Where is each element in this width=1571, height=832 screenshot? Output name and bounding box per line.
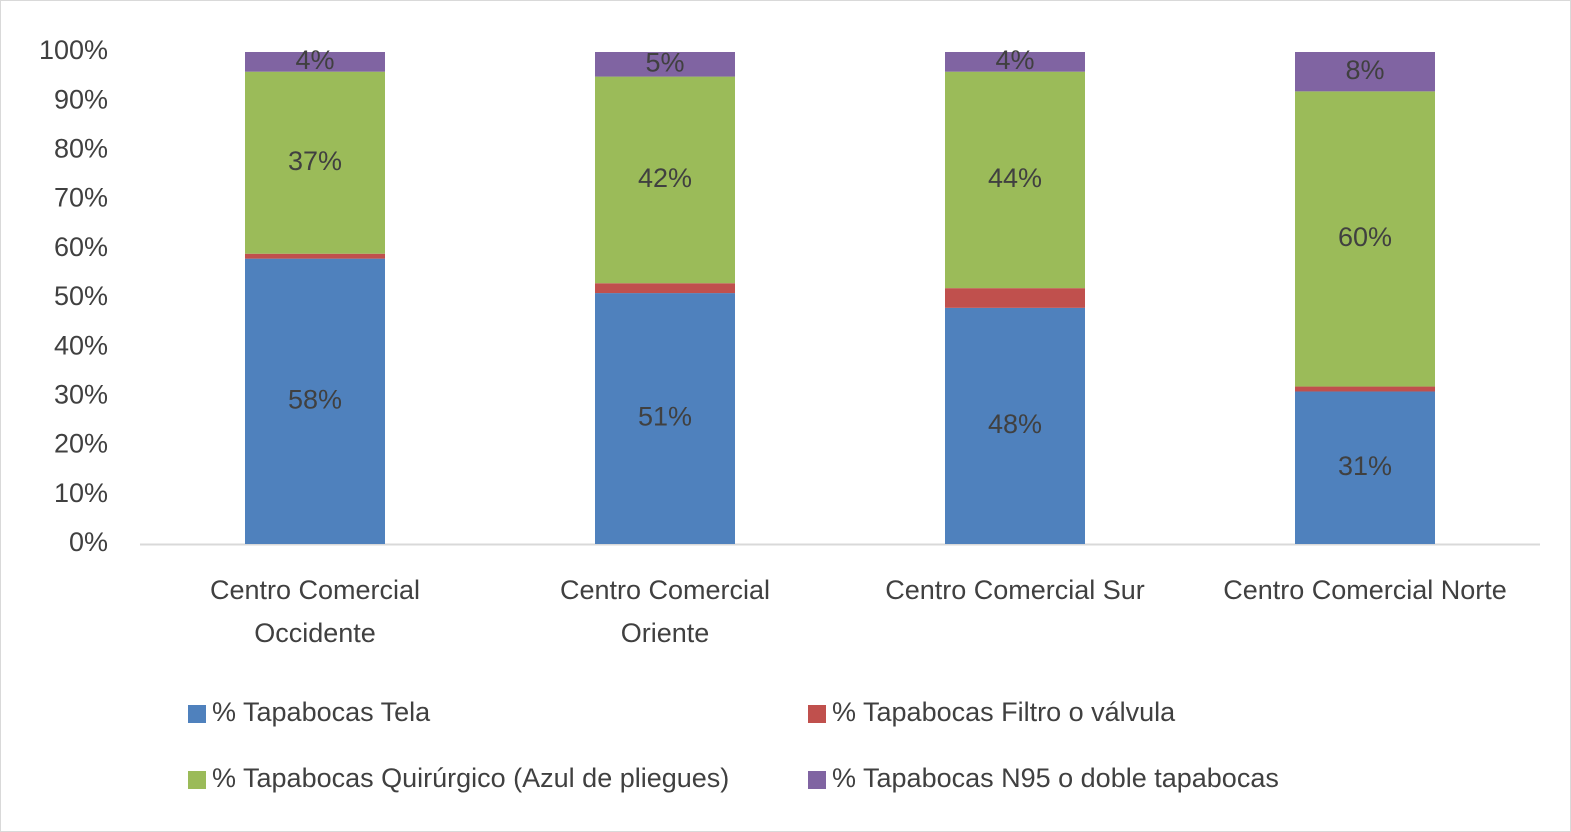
x-tick-line: Centro Comercial — [210, 575, 420, 605]
y-tick-label: 80% — [54, 134, 108, 164]
legend-label: % Tapabocas N95 o doble tapabocas — [832, 763, 1279, 793]
bar-segment — [1295, 391, 1435, 544]
x-tick-line: Occidente — [254, 618, 376, 648]
y-tick-label: 70% — [54, 183, 108, 213]
bar-segment — [595, 76, 735, 284]
x-tick-label: Centro Comercial Norte — [1223, 575, 1507, 605]
x-tick-line: Oriente — [621, 618, 710, 648]
bar-segment — [1295, 386, 1435, 392]
data-label: 42% — [638, 163, 692, 193]
bar-segment — [595, 52, 735, 77]
y-tick-label: 90% — [54, 84, 108, 114]
bar-segment — [945, 71, 1085, 289]
bar-segment — [945, 307, 1085, 544]
data-label: 4% — [295, 45, 334, 75]
data-label: 48% — [988, 409, 1042, 439]
data-label: 8% — [1345, 55, 1384, 85]
y-tick-label: 50% — [54, 281, 108, 311]
bar-segment — [245, 253, 385, 259]
data-label: 44% — [988, 163, 1042, 193]
data-label: 31% — [1338, 451, 1392, 481]
x-tick-label: Centro Comercial Sur — [885, 575, 1145, 605]
legend-swatch — [188, 771, 206, 789]
bar-segment — [245, 258, 385, 544]
data-label: 51% — [638, 402, 692, 432]
data-label: 58% — [288, 384, 342, 414]
bar-segment — [595, 293, 735, 544]
bar-segment — [945, 52, 1085, 72]
bar-segment — [1295, 52, 1435, 92]
data-label: 5% — [645, 47, 684, 77]
x-tick-label: Centro Comercial Occidente — [210, 575, 420, 648]
legend-swatch — [808, 705, 826, 723]
x-tick-line: Centro Comercial Sur — [885, 575, 1145, 605]
data-label: 60% — [1338, 222, 1392, 252]
data-label: 4% — [995, 45, 1034, 75]
bar-segment — [245, 52, 385, 72]
bar-segment — [945, 288, 1085, 308]
x-tick-label: Centro Comercial Oriente — [560, 575, 770, 648]
y-tick-label: 0% — [69, 527, 108, 557]
bar-segment — [1295, 91, 1435, 387]
x-tick-line: Centro Comercial Norte — [1223, 575, 1507, 605]
legend-swatch — [808, 771, 826, 789]
y-tick-label: 40% — [54, 330, 108, 360]
y-tick-label: 100% — [39, 35, 108, 65]
y-tick-label: 60% — [54, 232, 108, 262]
y-tick-label: 10% — [54, 478, 108, 508]
bar-segment — [245, 71, 385, 254]
legend-label: % Tapabocas Tela — [212, 697, 431, 727]
data-label: 37% — [288, 146, 342, 176]
x-tick-line: Centro Comercial — [560, 575, 770, 605]
legend-swatch — [188, 705, 206, 723]
legend-label: % Tapabocas Filtro o válvula — [832, 697, 1176, 727]
y-tick-label: 20% — [54, 429, 108, 459]
y-tick-label: 30% — [54, 380, 108, 410]
bar-segment — [595, 283, 735, 294]
legend-label: % Tapabocas Quirúrgico (Azul de pliegues… — [212, 763, 729, 793]
